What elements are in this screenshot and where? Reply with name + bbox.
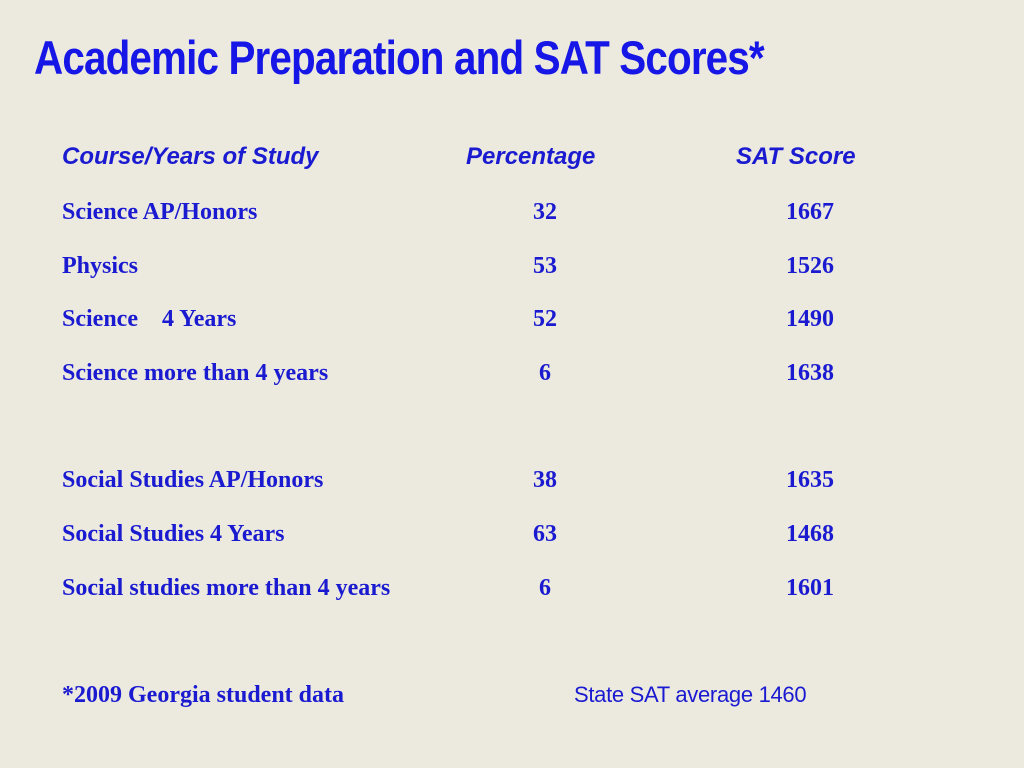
sat-score-cell: 1468 — [786, 521, 834, 547]
table-row: Social studies more than 4 years 6 1601 — [0, 573, 1024, 603]
course-cell: Physics — [62, 253, 139, 279]
table-row: Science AP/Honors 32 1667 — [0, 197, 1024, 227]
table-row: Science 4 Years 52 1490 — [0, 304, 1024, 334]
percentage-cell: 38 — [533, 467, 557, 493]
column-header-sat-score: SAT Score — [736, 143, 856, 170]
sat-score-cell: 1601 — [786, 575, 834, 601]
sat-score-cell: 1490 — [786, 306, 834, 332]
percentage-cell: 32 — [533, 199, 557, 225]
course-cell: Science 4 Years — [62, 306, 237, 332]
course-cell: Science AP/Honors — [62, 199, 258, 225]
percentage-cell: 52 — [533, 306, 557, 332]
course-cell: Social Studies AP/Honors — [62, 467, 324, 493]
percentage-cell: 53 — [533, 253, 557, 279]
state-sat-average: State SAT average 1460 — [574, 682, 807, 707]
percentage-cell: 6 — [539, 575, 551, 601]
course-cell: Social Studies 4 Years — [62, 521, 285, 547]
footnote: *2009 Georgia student data — [62, 682, 344, 708]
table-row: Physics 53 1526 — [0, 251, 1024, 281]
course-cell: Science more than 4 years — [62, 360, 329, 386]
percentage-cell: 6 — [539, 360, 551, 386]
column-header-course: Course/Years of Study — [62, 143, 319, 170]
sat-score-cell: 1526 — [786, 253, 834, 279]
course-cell: Social studies more than 4 years — [62, 575, 391, 601]
percentage-cell: 63 — [533, 521, 557, 547]
sat-score-cell: 1638 — [786, 360, 834, 386]
column-header-percentage: Percentage — [466, 143, 596, 170]
sat-score-cell: 1667 — [786, 199, 834, 225]
slide-title: Academic Preparation and SAT Scores* — [34, 31, 765, 84]
sat-score-cell: 1635 — [786, 467, 834, 493]
table-row: Social Studies 4 Years 63 1468 — [0, 519, 1024, 549]
table-row: Science more than 4 years 6 1638 — [0, 358, 1024, 388]
table-row: Social Studies AP/Honors 38 1635 — [0, 465, 1024, 495]
